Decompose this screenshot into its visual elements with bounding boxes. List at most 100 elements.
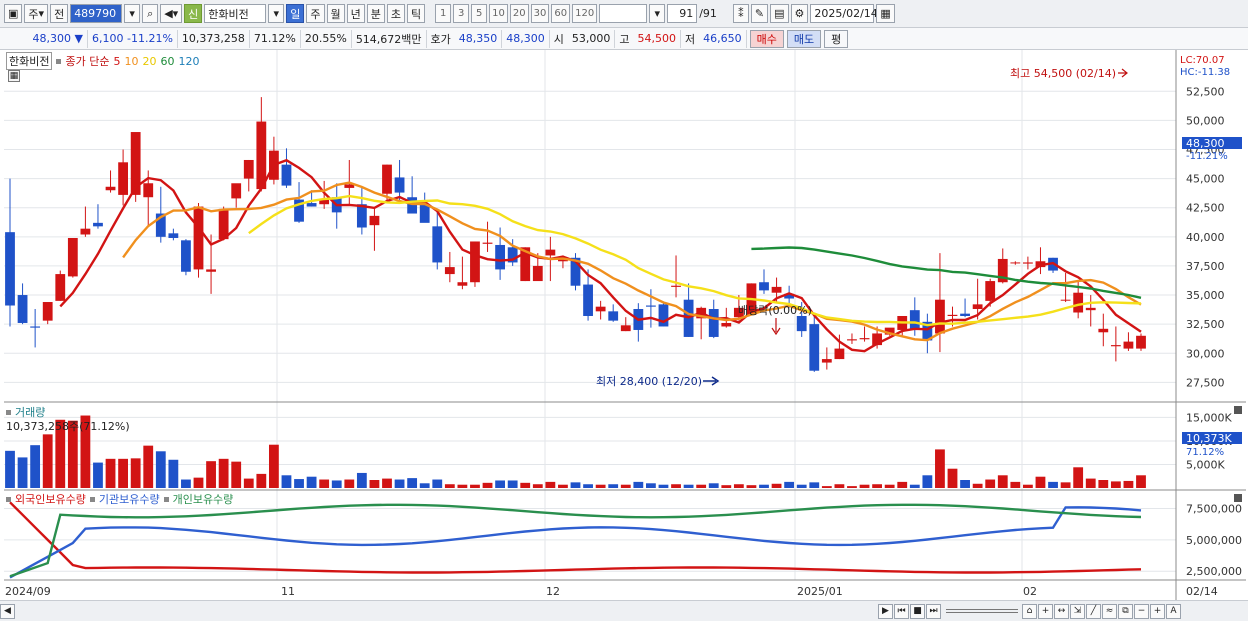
interval-10-button[interactable]: 10 bbox=[489, 4, 508, 23]
chart-canvas[interactable]: 52,50050,00047,50045,00042,50040,00037,5… bbox=[0, 50, 1248, 600]
candle-body bbox=[369, 215, 380, 226]
candle-body bbox=[482, 242, 493, 244]
candle-body bbox=[834, 348, 845, 360]
period-year-button[interactable]: 년 bbox=[346, 4, 365, 23]
new-listing-badge: 신 bbox=[184, 4, 203, 23]
scroll-left-icon[interactable]: ◀ bbox=[0, 603, 15, 619]
interval-20-button[interactable]: 20 bbox=[509, 4, 529, 23]
table-toggle-icon[interactable]: ▦ bbox=[8, 70, 20, 82]
draw-line-icon[interactable]: ╱ bbox=[1086, 603, 1101, 619]
candle-body bbox=[721, 322, 732, 327]
ma-line-10 bbox=[122, 181, 1142, 342]
period-month-button[interactable]: 월 bbox=[326, 4, 345, 23]
date-input[interactable]: 2025/02/14 bbox=[810, 4, 878, 23]
candle-body bbox=[809, 324, 820, 371]
save-icon[interactable]: ▤ bbox=[770, 4, 789, 23]
volume-bar bbox=[55, 419, 66, 488]
scroll-track[interactable] bbox=[16, 607, 878, 615]
period-day-button[interactable]: 일 bbox=[286, 4, 305, 23]
layout-icon[interactable]: ⧉ bbox=[1118, 603, 1133, 619]
code-input[interactable]: 489790 bbox=[70, 4, 123, 23]
volume-bar bbox=[947, 468, 958, 488]
draw-tool-icon[interactable]: ✎ bbox=[750, 4, 769, 23]
market-select[interactable]: 주 ▾ bbox=[24, 4, 49, 23]
zoom-out-icon[interactable]: − bbox=[1134, 603, 1149, 619]
play-icon[interactable]: ▶ bbox=[878, 603, 893, 619]
prev-button[interactable]: 전 bbox=[50, 4, 69, 23]
volume-bar bbox=[105, 458, 116, 488]
holdings-panel-close-icon[interactable] bbox=[1234, 494, 1242, 502]
candle-body bbox=[356, 204, 367, 228]
interval-120-button[interactable]: 120 bbox=[572, 4, 598, 23]
volume-title[interactable]: 거래량 bbox=[15, 406, 46, 419]
period-tick-button[interactable]: 틱 bbox=[407, 4, 426, 23]
volume-panel-close-icon[interactable] bbox=[1234, 406, 1242, 414]
speaker-icon[interactable]: ◀▾ bbox=[160, 4, 183, 23]
name-dropdown-icon[interactable]: ▾ bbox=[268, 4, 285, 23]
volume-bar bbox=[821, 486, 832, 488]
window-icon[interactable]: ▣ bbox=[4, 4, 23, 23]
candle-body bbox=[407, 197, 418, 214]
custom-interval-input[interactable] bbox=[599, 4, 648, 23]
code-dropdown-icon[interactable]: ▾ bbox=[124, 4, 141, 23]
interval-dropdown-icon[interactable]: ▾ bbox=[649, 4, 666, 23]
candle-body bbox=[985, 281, 996, 301]
interval-3-button[interactable]: 3 bbox=[453, 4, 470, 23]
foreign-holdings-label[interactable]: 외국인보유수량 bbox=[15, 493, 86, 506]
trend-icon[interactable]: ≈ bbox=[1102, 603, 1117, 619]
candle-body bbox=[281, 164, 292, 186]
dividend-arrow-icon bbox=[771, 318, 781, 336]
ask-price: 48,350 bbox=[455, 29, 503, 48]
candle-body bbox=[155, 213, 166, 237]
fit-icon[interactable]: ⇲ bbox=[1070, 603, 1085, 619]
crosshair-icon[interactable]: + bbox=[1038, 603, 1053, 619]
forward-icon[interactable]: ⏭ bbox=[926, 603, 941, 619]
period-minute-button[interactable]: 분 bbox=[366, 4, 385, 23]
settings-gear-icon[interactable]: ⚙ bbox=[790, 4, 809, 23]
stop-icon[interactable]: ■ bbox=[910, 603, 925, 619]
volume-bar bbox=[5, 450, 15, 488]
rewind-icon[interactable]: ⏮ bbox=[894, 603, 909, 619]
hc-label: HC:-11.38 bbox=[1180, 67, 1230, 78]
low-label: 저 bbox=[685, 32, 696, 46]
candle-body bbox=[1110, 345, 1121, 347]
stock-name-field[interactable]: 한화비전 bbox=[204, 4, 267, 23]
volume-bars bbox=[5, 415, 1146, 488]
volume-bar bbox=[369, 480, 380, 488]
ma10-label[interactable]: 10 bbox=[124, 54, 139, 68]
individual-holdings-label[interactable]: 개인보유수량 bbox=[172, 493, 234, 506]
interval-30-button[interactable]: 30 bbox=[530, 4, 550, 23]
measure-icon[interactable]: ↔ bbox=[1054, 603, 1069, 619]
interval-60-button[interactable]: 60 bbox=[551, 4, 571, 23]
auto-scale-icon[interactable]: A bbox=[1166, 603, 1181, 619]
calendar-icon[interactable]: ▦ bbox=[876, 4, 895, 23]
zoom-tool-icon[interactable]: ⌂ bbox=[1022, 603, 1037, 619]
volume-bar bbox=[268, 444, 279, 488]
volume-bar bbox=[1010, 481, 1021, 488]
candle-body bbox=[344, 184, 355, 188]
count-input[interactable]: 91 bbox=[667, 4, 698, 23]
period-week-button[interactable]: 주 bbox=[306, 4, 325, 23]
zoom-in-icon[interactable]: + bbox=[1150, 603, 1165, 619]
price-change: 6,100 -11.21% bbox=[88, 29, 178, 48]
ma5-label[interactable]: 5 bbox=[113, 54, 121, 68]
interval-5-button[interactable]: 5 bbox=[471, 4, 488, 23]
compare-icon[interactable]: ⁑ bbox=[732, 4, 749, 23]
period-second-button[interactable]: 초 bbox=[386, 4, 406, 23]
ma20-label[interactable]: 20 bbox=[142, 54, 157, 68]
institution-holdings-label[interactable]: 기관보유수량 bbox=[98, 493, 160, 506]
buy-button[interactable]: 매수 bbox=[749, 29, 784, 48]
eval-button[interactable]: 평 bbox=[824, 29, 849, 48]
interval-1-button[interactable]: 1 bbox=[435, 4, 452, 23]
zoom-slider[interactable] bbox=[946, 609, 1018, 613]
sell-button[interactable]: 매도 bbox=[786, 29, 822, 48]
chart-area[interactable]: 52,500 50,000 47,500 45,000 42,500 40,000 37,5… bbox=[0, 50, 1248, 600]
ma60-label[interactable]: 60 bbox=[160, 54, 175, 68]
candle-body bbox=[457, 282, 468, 286]
price-legend-name[interactable]: 한화비전 bbox=[6, 52, 53, 70]
current-price: 48,300 ▼ bbox=[4, 29, 88, 48]
search-icon[interactable]: ⌕ bbox=[142, 4, 159, 23]
ma120-label[interactable]: 120 bbox=[178, 54, 200, 68]
lc-label: LC:70.07 bbox=[1180, 55, 1225, 66]
grid-lines bbox=[4, 50, 1176, 580]
